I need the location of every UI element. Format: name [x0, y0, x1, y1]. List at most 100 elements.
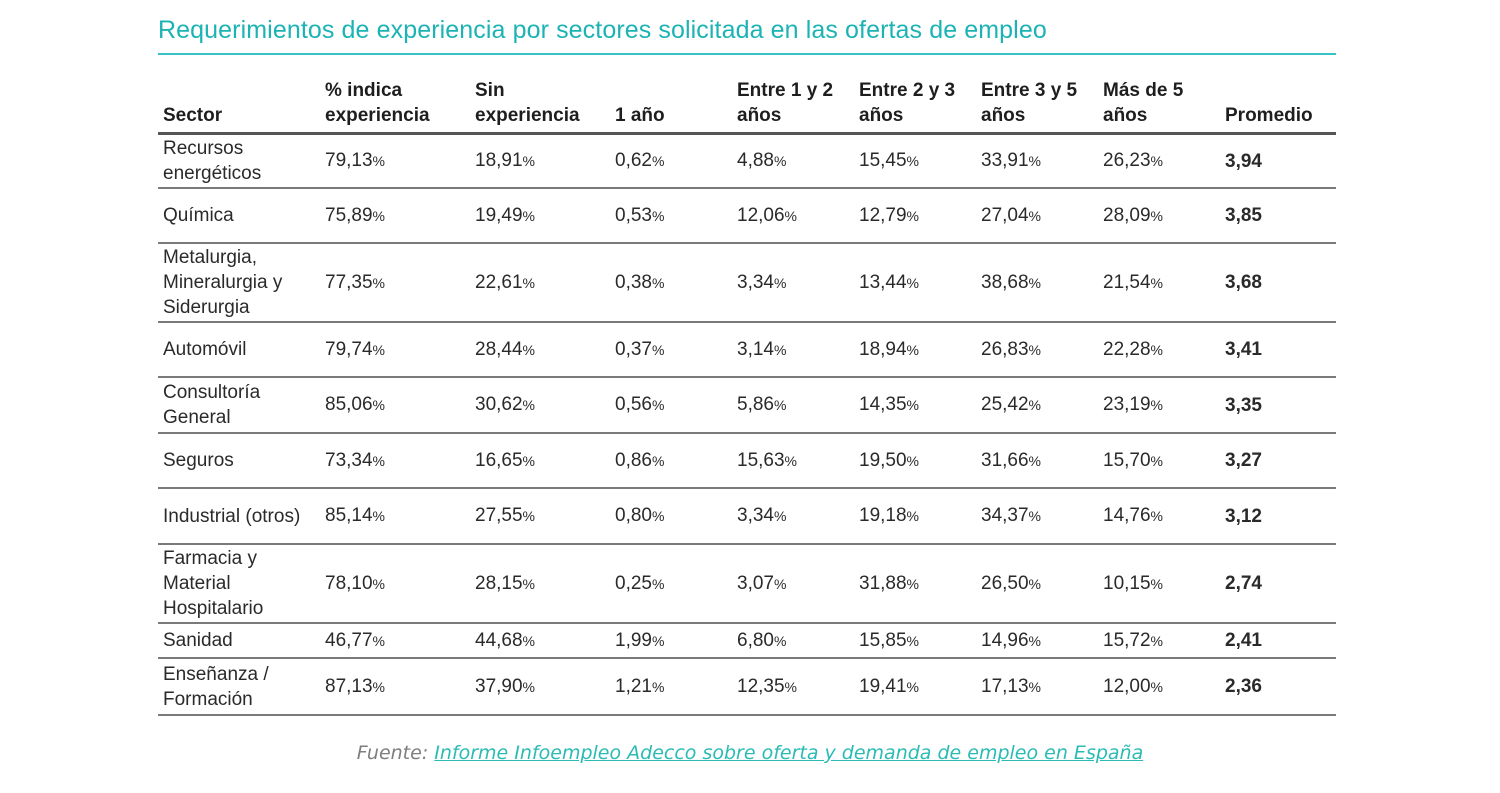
- percent-sign: %: [372, 452, 385, 469]
- value-number: 0,62: [615, 150, 652, 171]
- percent-sign: %: [522, 632, 535, 649]
- percent-sign: %: [1028, 207, 1041, 224]
- value-number: 14,76: [1103, 505, 1151, 526]
- percent-sign: %: [651, 632, 665, 649]
- value-cell: 12,35%: [732, 658, 854, 716]
- value-cell: 17,13%: [976, 658, 1098, 716]
- value-cell: 15,45%: [854, 133, 976, 189]
- value-number: 19,49: [475, 204, 523, 226]
- value-number: 25,42: [981, 394, 1029, 415]
- value-number: 21,54: [1103, 271, 1151, 293]
- percent-sign: %: [1150, 341, 1163, 358]
- col-header-entre-2-y-3: Entre 2 y 3 años: [854, 72, 976, 135]
- value-cell: 79,13%: [320, 133, 470, 189]
- value-cell: 1,99%: [610, 623, 732, 659]
- value-cell: 25,42%: [976, 377, 1098, 434]
- title-rule: [158, 53, 1336, 55]
- value-number: 19,41: [859, 675, 907, 697]
- value-cell: 28,44%: [470, 322, 610, 378]
- percent-sign: %: [372, 632, 385, 649]
- sector-cell: Química: [158, 188, 320, 244]
- value-number: 34,37: [981, 505, 1029, 526]
- value-number: 3,07: [737, 572, 774, 594]
- sector-cell: Metalurgia, Mineralurgia y Siderurgia: [158, 243, 320, 323]
- percent-sign: %: [522, 678, 535, 695]
- value-cell: 19,41%: [854, 658, 976, 716]
- col-header-sector: Sector: [158, 72, 320, 135]
- value-cell: 12,06%: [732, 188, 854, 244]
- percent-sign: %: [1028, 632, 1041, 649]
- percent-sign: %: [651, 274, 665, 291]
- source-link[interactable]: Informe Infoempleo Adecco sobre oferta y…: [434, 742, 1144, 764]
- percent-sign: %: [522, 341, 535, 358]
- value-number: 19,18: [859, 505, 907, 526]
- table-row: Enseñanza / Formación 87,13% 37,90% 1,21% 12…: [158, 658, 1336, 716]
- value-number: 37,90: [475, 675, 523, 697]
- percent-sign: %: [372, 575, 385, 592]
- col-header-promedio: Promedio: [1220, 72, 1336, 135]
- percent-sign: %: [1028, 341, 1041, 358]
- source-prefix: Fuente:: [356, 742, 429, 764]
- percent-sign: %: [522, 397, 535, 413]
- value-number: 12,35: [737, 675, 785, 697]
- header-row: Sector % indica experiencia Sin experien…: [158, 72, 1336, 135]
- promedio-cell: 3,27: [1220, 433, 1336, 489]
- value-number: 5,86: [737, 394, 774, 415]
- value-number: 13,44: [859, 271, 907, 293]
- value-cell: 79,74%: [320, 322, 470, 378]
- col-header-entre-3-y-5: Entre 3 y 5 años: [976, 72, 1098, 135]
- promedio-cell: 2,74: [1220, 544, 1336, 624]
- value-cell: 0,37%: [610, 322, 732, 378]
- value-cell: 3,07%: [732, 544, 854, 624]
- percent-sign: %: [906, 632, 919, 649]
- promedio-cell: 3,41: [1220, 322, 1336, 378]
- percent-sign: %: [1150, 274, 1163, 291]
- value-number: 79,13: [325, 150, 373, 171]
- percent-sign: %: [906, 678, 919, 695]
- table-row: Automóvil 79,74% 28,44% 0,37% 3,14% 18,94% 26,…: [158, 322, 1336, 378]
- value-cell: 0,38%: [610, 243, 732, 323]
- value-cell: 73,34%: [320, 433, 470, 489]
- percent-sign: %: [522, 274, 535, 291]
- percent-sign: %: [773, 632, 787, 649]
- table-row: Sanidad 46,77% 44,68% 1,99% 6,80% 15,85% 14,96…: [158, 623, 1336, 659]
- value-number: 26,83: [981, 338, 1029, 360]
- value-number: 15,70: [1103, 449, 1151, 471]
- value-number: 27,04: [981, 204, 1029, 226]
- percent-sign: %: [651, 508, 665, 524]
- percent-sign: %: [906, 153, 919, 169]
- sector-cell: Consultoría General: [158, 377, 320, 434]
- value-cell: 14,96%: [976, 623, 1098, 659]
- value-cell: 19,18%: [854, 488, 976, 545]
- value-cell: 0,86%: [610, 433, 732, 489]
- table-row: Industrial (otros) 85,14% 27,55% 0,80% 3,34%…: [158, 488, 1336, 545]
- value-cell: 12,00%: [1098, 658, 1220, 716]
- value-number: 23,19: [1103, 394, 1151, 415]
- promedio-cell: 3,68: [1220, 243, 1336, 323]
- promedio-cell: 2,41: [1220, 623, 1336, 659]
- value-number: 31,88: [859, 572, 907, 594]
- percent-sign: %: [372, 341, 385, 358]
- percent-sign: %: [1028, 153, 1041, 169]
- percent-sign: %: [522, 508, 535, 524]
- value-cell: 27,55%: [470, 488, 610, 545]
- value-cell: 15,85%: [854, 623, 976, 659]
- percent-sign: %: [773, 153, 787, 169]
- table-body: Recursos energéticos 79,13% 18,91% 0,62% 4,8…: [158, 133, 1336, 716]
- value-cell: 0,25%: [610, 544, 732, 624]
- percent-sign: %: [372, 207, 385, 224]
- percent-sign: %: [651, 153, 665, 169]
- value-number: 28,09: [1103, 204, 1151, 226]
- value-cell: 26,83%: [976, 322, 1098, 378]
- value-cell: 0,53%: [610, 188, 732, 244]
- value-number: 33,91: [981, 150, 1029, 171]
- value-number: 73,34: [325, 449, 373, 471]
- value-number: 4,88: [737, 150, 774, 171]
- value-cell: 15,63%: [732, 433, 854, 489]
- value-cell: 44,68%: [470, 623, 610, 659]
- percent-sign: %: [1150, 508, 1163, 524]
- value-cell: 26,23%: [1098, 133, 1220, 189]
- percent-sign: %: [1028, 452, 1041, 469]
- value-cell: 28,09%: [1098, 188, 1220, 244]
- value-number: 18,91: [475, 150, 523, 171]
